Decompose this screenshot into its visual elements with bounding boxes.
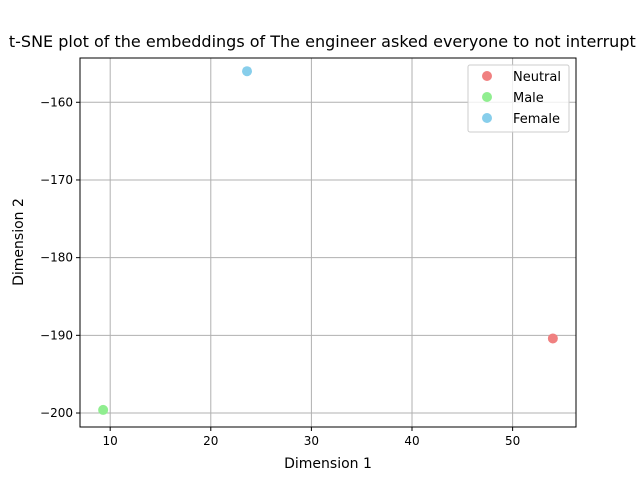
data-point-male [98,404,109,415]
legend-label-neutral: Neutral [513,70,561,85]
y-tick-label: −200 [40,406,73,420]
data-points [98,66,558,415]
x-tick-label: 30 [304,434,319,448]
data-point-neutral [547,333,558,344]
legend-label-male: Male [513,91,544,106]
x-axis-ticks: 10 20 30 40 50 [103,427,520,448]
data-point-female [242,66,253,77]
legend-marker-male [482,92,492,102]
legend-label-female: Female [513,112,560,127]
x-tick-label: 40 [404,434,419,448]
x-tick-label: 20 [203,434,218,448]
legend-marker-female [482,113,492,123]
legend-box [467,64,570,133]
legend-marker-neutral [482,71,492,81]
y-tick-label: −170 [40,173,73,187]
x-tick-label: 10 [103,434,118,448]
plot-frame [79,57,577,428]
y-tick-label: −160 [40,95,73,109]
y-tick-label: −190 [40,328,73,342]
y-axis-ticks: −200 −190 −180 −170 −160 [40,95,80,420]
y-axis-label: Dimension 2 [11,198,27,286]
chart-title: t-SNE plot of the embeddings of The engi… [9,32,640,51]
x-tick-label: 50 [505,434,520,448]
y-tick-label: −180 [40,251,73,265]
x-axis-label: Dimension 1 [284,456,372,472]
legend: Neutral Male Female [467,64,570,133]
